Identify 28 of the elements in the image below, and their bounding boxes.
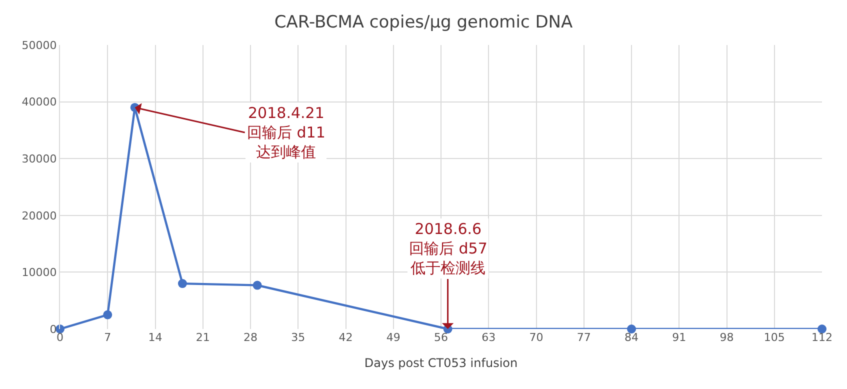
x-tick-label: 63 — [482, 331, 496, 344]
x-tick-label: 91 — [672, 331, 686, 344]
chart-title: CAR-BCMA copies/μg genomic DNA — [274, 12, 574, 32]
x-axis-title: Days post CT053 infusion — [364, 356, 518, 370]
x-tick-label: 112 — [812, 331, 832, 344]
y-tick-label: 30000 — [22, 152, 57, 166]
x-tick-label: 28 — [244, 331, 258, 344]
annotation: 2018.4.21 回输后 d11 达到峰值 — [247, 104, 326, 161]
x-tick-label: 49 — [386, 331, 400, 344]
point — [103, 310, 112, 320]
y-tick-label: 20000 — [22, 209, 57, 222]
x-tick-label: 98 — [720, 331, 734, 344]
x-tick-label: 77 — [576, 331, 591, 344]
y-tick-label: 40000 — [22, 96, 57, 109]
annotation: 2018.6.6 回输后 d57 低于检测线 — [409, 220, 488, 277]
point — [178, 279, 187, 288]
y-tick-label: 10000 — [22, 266, 57, 280]
x-tick-label: 14 — [148, 331, 162, 344]
y-tick-label: 50000 — [22, 38, 57, 52]
x-tick-label: 7 — [104, 331, 112, 344]
x-tick-label: 70 — [529, 331, 544, 344]
x-tick-label: 84 — [624, 331, 638, 344]
x-tick-label: 105 — [764, 331, 785, 344]
point — [252, 280, 262, 290]
x-tick-label: 56 — [434, 331, 448, 344]
x-tick-label: 35 — [291, 331, 306, 344]
x-tick-label: 21 — [196, 331, 210, 344]
x-tick-label: 42 — [338, 331, 353, 344]
